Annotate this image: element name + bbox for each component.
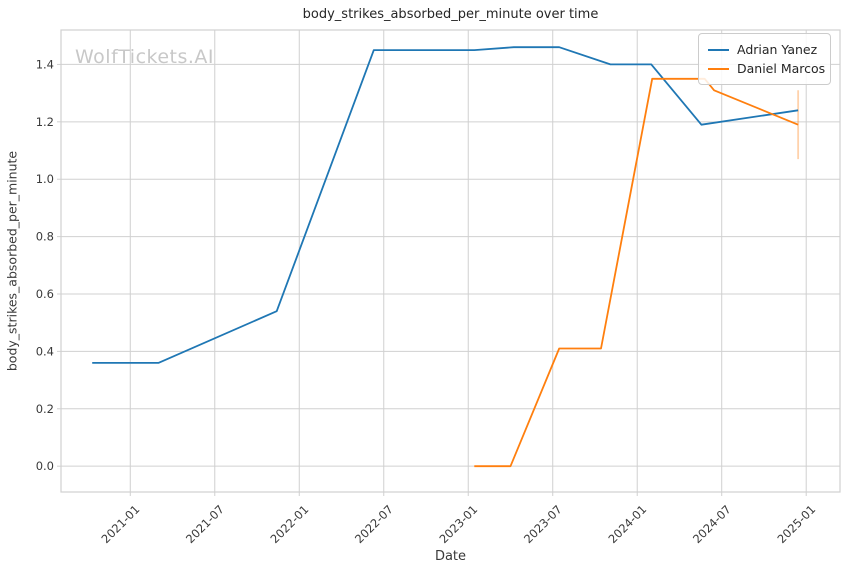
svg-text:0.0: 0.0: [36, 459, 54, 473]
svg-text:1.2: 1.2: [36, 115, 54, 129]
svg-text:2022-07: 2022-07: [352, 502, 396, 546]
legend: Adrian Yanez Daniel Marcos: [698, 33, 831, 85]
legend-item: Daniel Marcos: [708, 59, 826, 78]
x-axis-label: Date: [434, 549, 467, 564]
legend-label: Adrian Yanez: [737, 42, 818, 57]
svg-text:1.4: 1.4: [36, 57, 54, 71]
chart-title: body_strikes_absorbed_per_minute over ti…: [302, 7, 599, 22]
legend-line-swatch-icon: [708, 48, 729, 51]
y-axis-label: body_strikes_absorbed_per_minute: [4, 150, 20, 372]
legend-line-swatch-icon: [708, 67, 729, 70]
svg-text:2025-01: 2025-01: [774, 502, 818, 546]
watermark: WolfTickets.AI: [75, 46, 215, 68]
svg-text:2021-07: 2021-07: [183, 502, 227, 546]
svg-text:2024-01: 2024-01: [605, 502, 649, 546]
svg-text:2021-01: 2021-01: [99, 502, 143, 546]
svg-text:1.0: 1.0: [36, 172, 54, 186]
svg-text:0.8: 0.8: [36, 230, 54, 244]
svg-text:2023-07: 2023-07: [521, 502, 565, 546]
svg-text:0.6: 0.6: [36, 287, 54, 301]
svg-text:0.2: 0.2: [36, 402, 54, 416]
legend-label: Daniel Marcos: [737, 61, 826, 76]
svg-text:0.4: 0.4: [36, 344, 54, 358]
svg-text:2024-07: 2024-07: [690, 502, 734, 546]
svg-text:2023-01: 2023-01: [436, 502, 480, 546]
legend-item: Adrian Yanez: [708, 40, 822, 59]
svg-text:2022-01: 2022-01: [267, 502, 311, 546]
